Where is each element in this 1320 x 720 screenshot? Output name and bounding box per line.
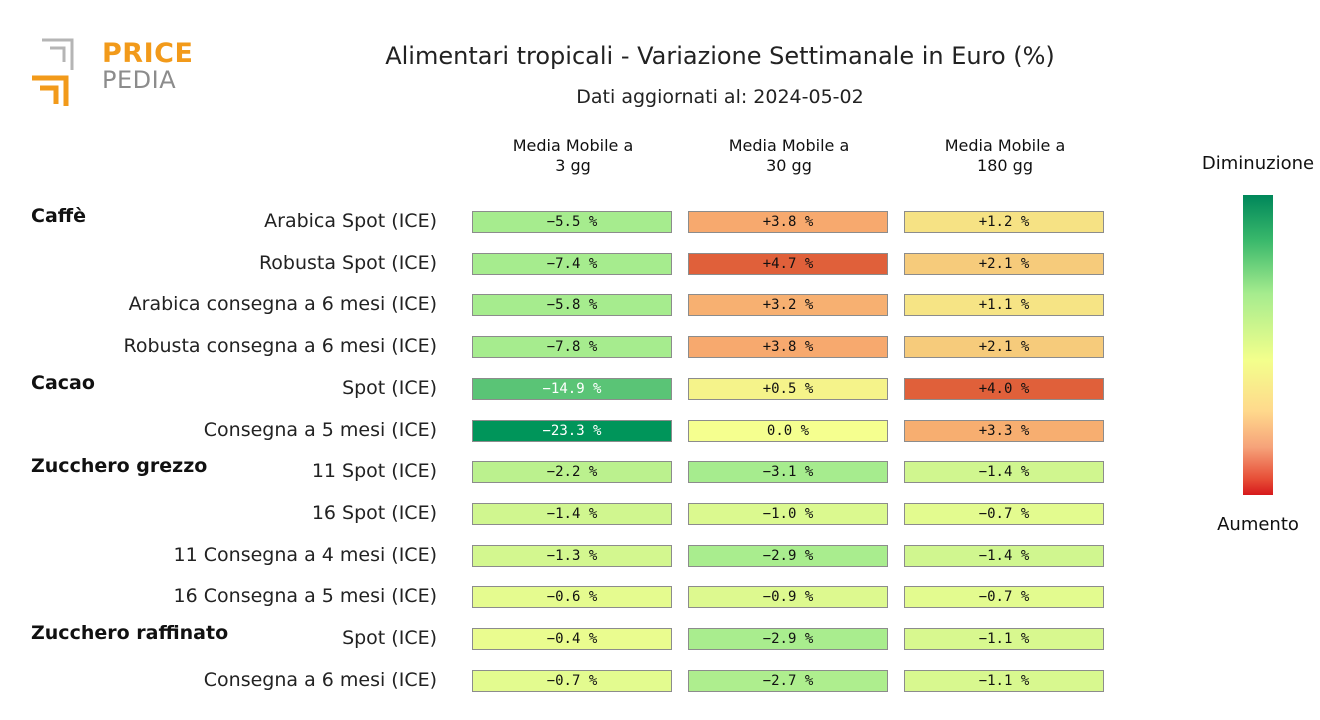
heatmap-cell: +3.8 % (688, 211, 888, 233)
heatmap-cell: +2.1 % (904, 336, 1104, 359)
colorbar-top-label: Diminuzione (1201, 153, 1315, 174)
heatmap-cell: −0.7 % (472, 669, 672, 692)
heatmap-cell: −3.1 % (688, 461, 888, 484)
heatmap-cell: +0.5 % (688, 377, 888, 400)
row-label: Spot (ICE) (342, 376, 437, 399)
heatmap-cell: −1.3 % (472, 544, 672, 567)
heatmap-cell: −1.1 % (904, 628, 1104, 650)
heatmap-cell: −7.4 % (472, 252, 672, 275)
heatmap-cell: −0.7 % (904, 586, 1104, 609)
heatmap-cell: +3.3 % (904, 419, 1104, 442)
heatmap-cell: −2.2 % (472, 461, 672, 484)
heatmap-cell: −1.0 % (688, 502, 888, 525)
group-label: Caffè (31, 205, 87, 227)
group-label: Cacao (31, 371, 95, 394)
heatmap-cell: −5.8 % (472, 294, 672, 317)
heatmap-cell: −0.4 % (472, 628, 672, 650)
group-label: Zucchero raffinato (31, 622, 229, 644)
logo-text-price: PRICE (102, 38, 194, 69)
heatmap-cell: +4.7 % (688, 252, 888, 275)
pricepedia-logo-mark (32, 38, 74, 106)
heatmap-cell: +1.2 % (904, 211, 1104, 233)
colorbar (1243, 195, 1273, 495)
heatmap-cell: +1.1 % (904, 294, 1104, 317)
row-label: Robusta consegna a 6 mesi (ICE) (123, 335, 437, 358)
chart-subtitle: Dati aggiornati al: 2024-05-02 (576, 86, 864, 108)
heatmap-cell: −1.1 % (904, 669, 1104, 692)
heatmap-cell: −2.7 % (688, 669, 888, 692)
colorbar-bottom-label: Aumento (1217, 514, 1299, 535)
group-label: Zucchero grezzo (31, 455, 208, 478)
heatmap-cell: −0.7 % (904, 502, 1104, 525)
row-label: 16 Consegna a 5 mesi (ICE) (173, 585, 437, 608)
heatmap-cell: −23.3 % (472, 419, 672, 442)
row-label: Arabica Spot (ICE) (264, 210, 437, 232)
row-label: Robusta Spot (ICE) (258, 251, 437, 274)
heatmap-cell: 0.0 % (688, 419, 888, 442)
row-label: 11 Consegna a 4 mesi (ICE) (173, 543, 437, 566)
heatmap-cell: −2.9 % (688, 628, 888, 650)
heatmap-cell: −14.9 % (472, 377, 672, 400)
chart-title: Alimentari tropicali - Variazione Settim… (385, 42, 1055, 70)
heatmap-cell: +3.2 % (688, 294, 888, 317)
row-label: Consegna a 5 mesi (ICE) (203, 418, 437, 441)
heatmap-cell: +3.8 % (688, 336, 888, 359)
row-label: 11 Spot (ICE) (311, 460, 437, 483)
column-header-3gg: Media Mobile a 3 gg (512, 136, 634, 175)
row-label: Arabica consegna a 6 mesi (ICE) (128, 293, 437, 316)
heatmap-cell: −1.4 % (904, 461, 1104, 484)
row-label: Spot (ICE) (342, 627, 437, 649)
heatmap-cell: −5.5 % (472, 211, 672, 233)
row-label: Consegna a 6 mesi (ICE) (203, 668, 437, 691)
heatmap-cell: −0.9 % (688, 586, 888, 609)
pricepedia-logo: PRICE PEDIA (30, 36, 194, 111)
logo-text-pedia: PEDIA (102, 66, 177, 94)
heatmap-cell: −1.4 % (472, 502, 672, 525)
column-header-30gg: Media Mobile a 30 gg (728, 136, 850, 175)
heatmap-cell: +4.0 % (904, 377, 1104, 400)
row-label: 16 Spot (ICE) (311, 501, 437, 524)
heatmap-cell: −7.8 % (472, 336, 672, 359)
heatmap-cell: −0.6 % (472, 586, 672, 609)
column-header-180gg: Media Mobile a 180 gg (944, 136, 1066, 175)
heatmap-cell: −2.9 % (688, 544, 888, 567)
heatmap-cell: +2.1 % (904, 252, 1104, 275)
heatmap-cell: −1.4 % (904, 544, 1104, 567)
